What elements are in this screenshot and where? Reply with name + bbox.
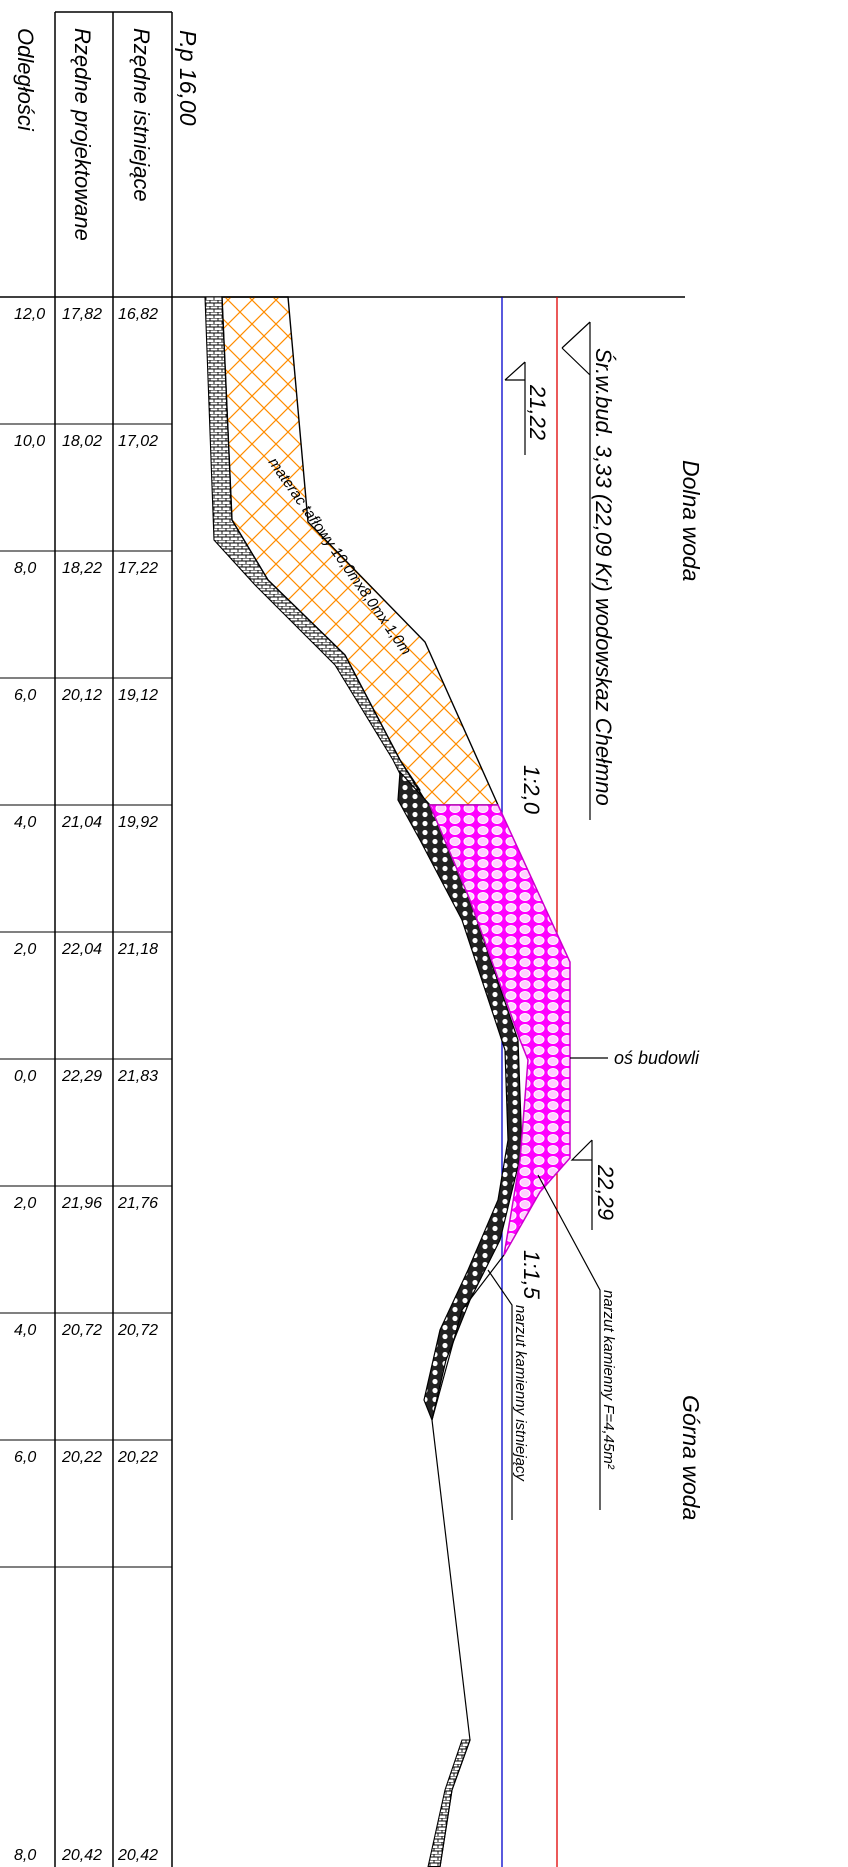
distance-cell: 12,0 [14,306,45,323]
existing-elevation-cell: 19,12 [118,687,158,704]
low-water-level-value: 21,22 [525,384,550,440]
distance-cell: 4,0 [14,814,36,831]
distance-cell: 8,0 [14,560,36,577]
distance-cell: 4,0 [14,1322,36,1339]
distance-cell: 6,0 [14,687,36,704]
existing-elevation-cell: 16,82 [118,306,158,323]
existing-elevation-cell: 21,76 [117,1195,158,1212]
design-elevation-cell: 20,22 [61,1449,102,1466]
design-elevation-cell: 20,12 [61,687,102,704]
design-elevation-cell: 20,42 [61,1847,102,1864]
distance-cell: 8,0 [14,1847,36,1864]
row-header-design: Rzędne projektowane [70,28,95,241]
new-riprap-label: narzut kamienny F=4,45m² [600,1290,617,1470]
distance-cell: 2,0 [13,1195,36,1212]
mattress [221,296,500,806]
design-elevation-cell: 18,22 [62,560,102,577]
mean-water-label: Śr.w.bud. 3,33 (22,09 Kr) wodowskaz Cheł… [591,348,616,806]
design-elevation-cell: 21,04 [61,814,102,831]
existing-elevation-cell: 20,72 [117,1322,158,1339]
mean-water-marker [561,321,591,820]
table-values: 12,0 17,82 16,82 10,0 18,02 17,02 8,0 18,22 17,2… [13,306,158,1864]
design-elevation-cell: 17,82 [62,306,102,323]
distance-cell: 2,0 [13,941,36,958]
existing-riprap-label: narzut kamienny istniejący [512,1305,529,1482]
existing-riprap-leader [487,1269,513,1520]
distance-cell: 6,0 [14,1449,36,1466]
design-elevation-cell: 20,72 [61,1322,102,1339]
existing-elevation-cell: 21,83 [117,1068,158,1085]
existing-elevation-cell: 17,22 [118,560,158,577]
existing-elevation-cell: 20,42 [117,1847,158,1864]
slope-upstream-label: 1:1,5 [519,1250,544,1300]
upper-water-label: Górna woda [678,1395,704,1520]
design-elevation-cell: 18,02 [62,433,102,450]
slope-downstream-label: 1:2,0 [519,765,544,815]
existing-elevation-cell: 19,92 [118,814,158,831]
design-elevation-cell: 22,04 [61,941,102,958]
distance-cell: 10,0 [14,433,45,450]
existing-elevation-cell: 20,22 [117,1449,158,1466]
crest-level-marker [570,1139,593,1230]
existing-riprap [397,770,523,1422]
axis-label: oś budowli [614,1048,700,1068]
design-elevation-cell: 22,29 [61,1068,102,1085]
section-label: P.p 16,00 [175,30,201,126]
table-row-separators [0,423,172,1568]
data-table [0,11,685,1867]
existing-elevation-cell: 21,18 [117,941,158,958]
lower-water-label: Dolna woda [678,460,704,581]
distance-cell: 0,0 [14,1068,36,1085]
crest-level-value: 22,29 [593,1164,618,1220]
existing-elevation-cell: 17,02 [118,433,158,450]
row-header-existing: Rzędne istniejące [129,28,154,202]
low-water-level-marker [504,361,526,455]
new-riprap-leader [537,1174,601,1510]
row-header-distance: Odległości [13,28,38,132]
design-elevation-cell: 21,96 [61,1195,102,1212]
